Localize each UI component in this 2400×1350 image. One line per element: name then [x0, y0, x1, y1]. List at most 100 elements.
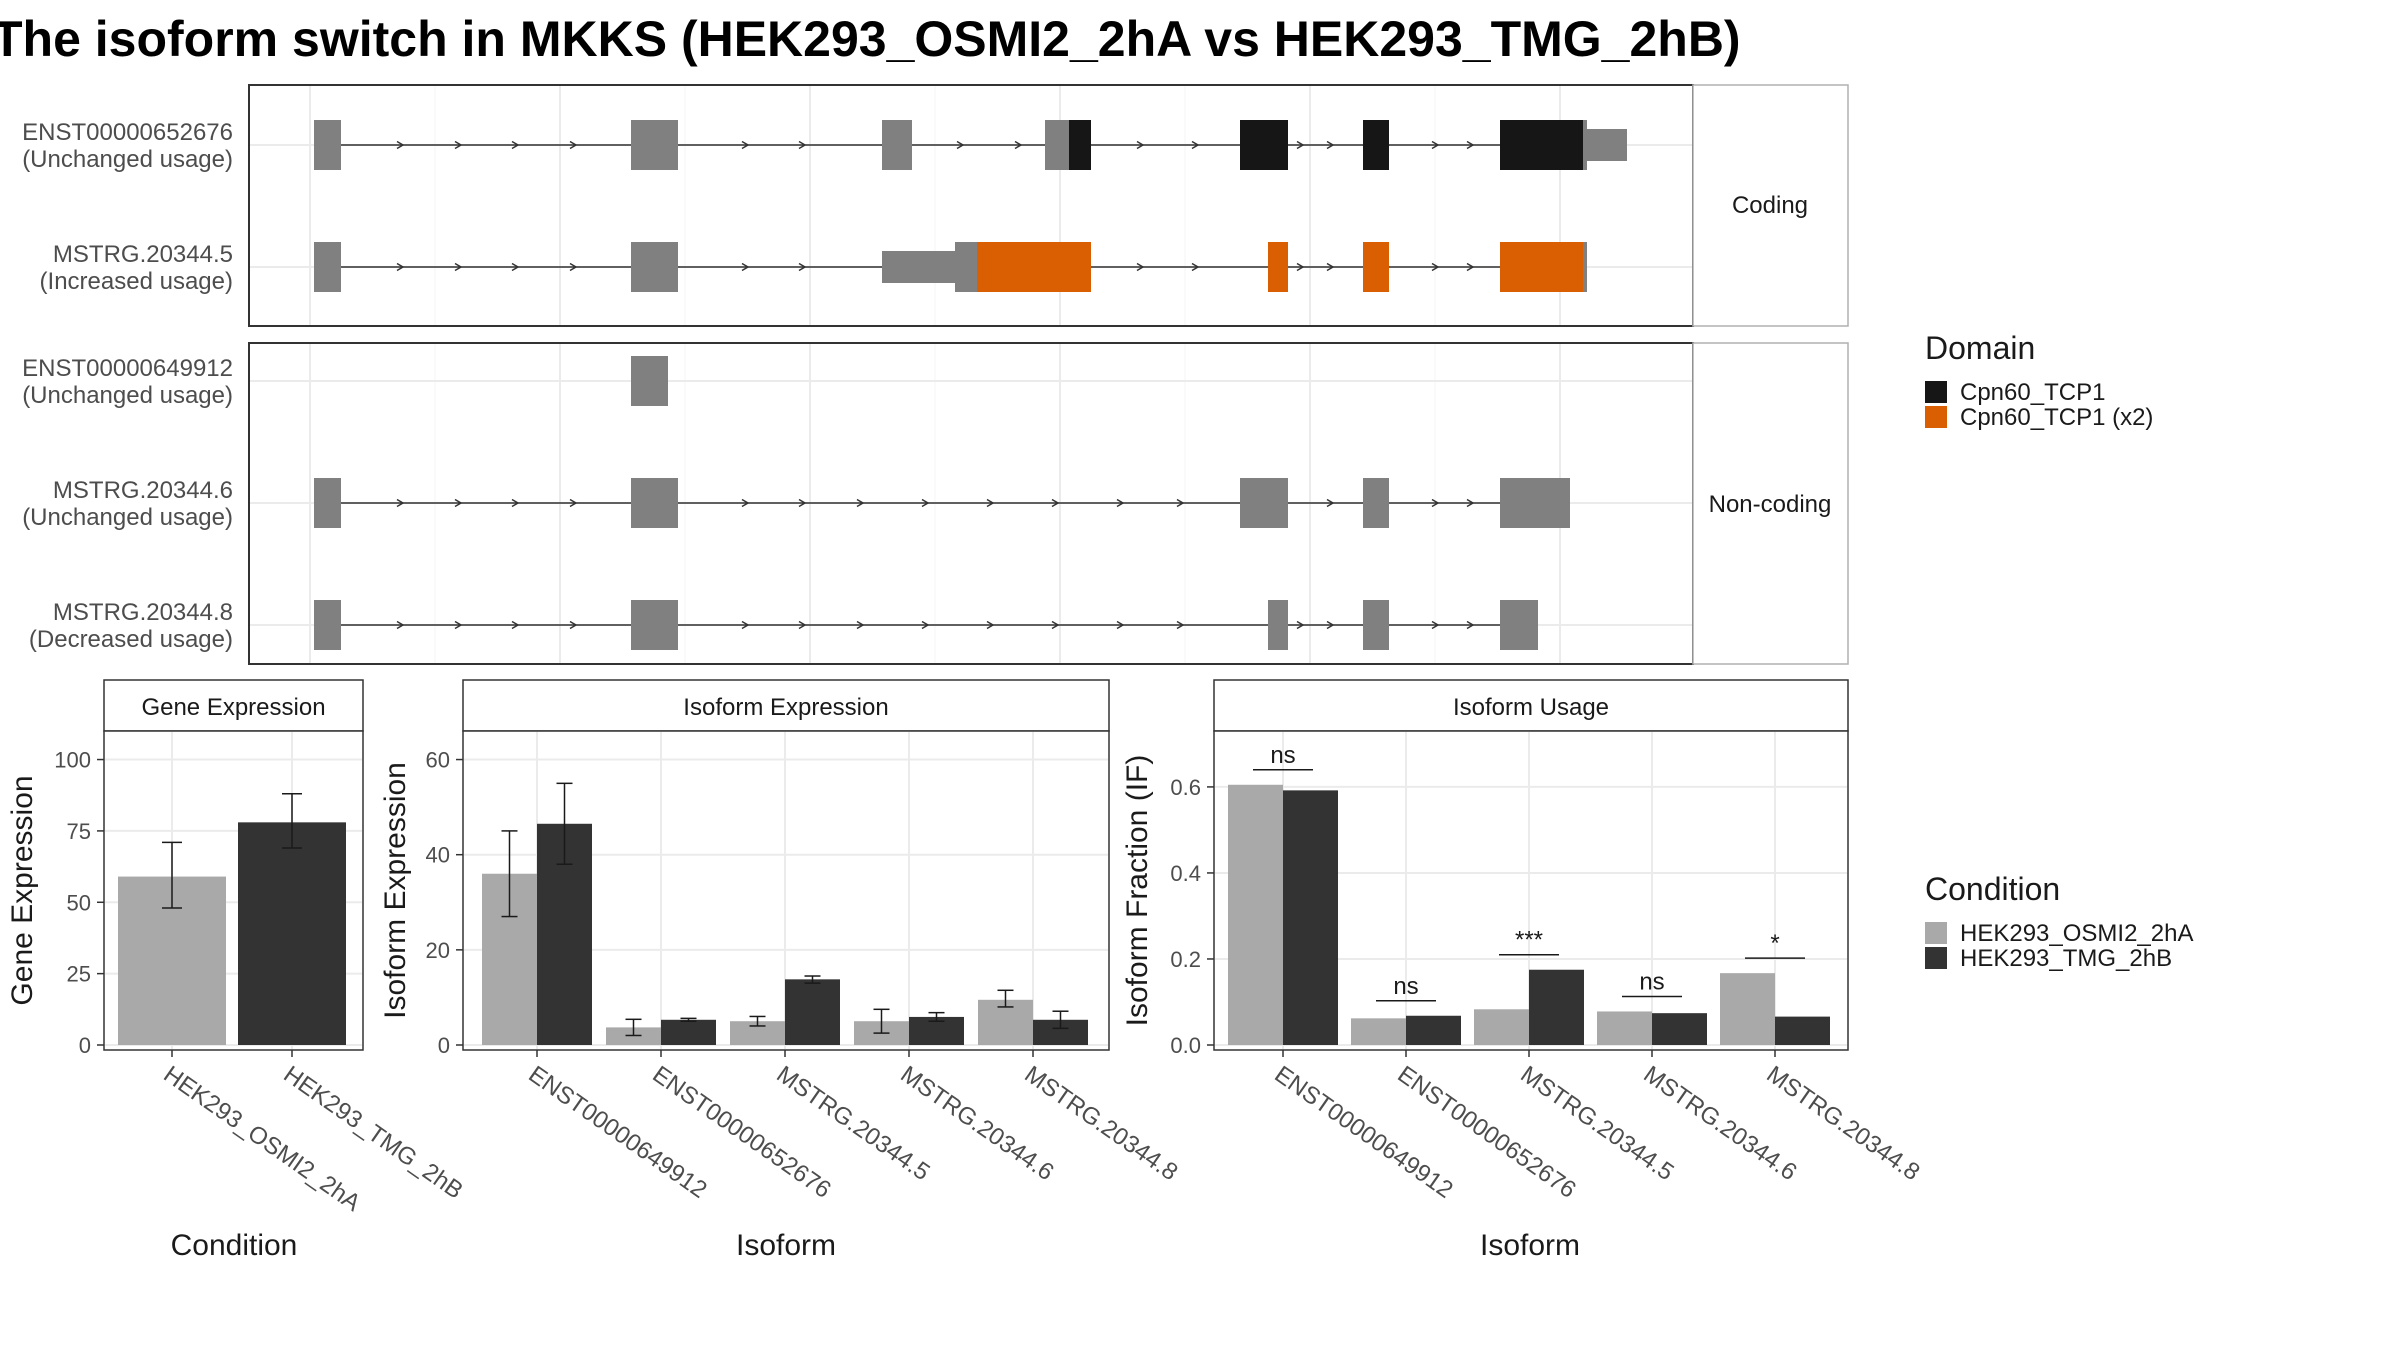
y-tick-label: 60 — [426, 748, 450, 773]
intron-arrow — [1116, 498, 1125, 508]
intron-arrow — [1296, 140, 1305, 150]
domain-legend-title: Domain — [1925, 330, 2035, 366]
intron-arrow — [1136, 140, 1145, 150]
intron-arrow — [396, 620, 405, 630]
intron-arrow — [798, 620, 807, 630]
y-tick-label: 0 — [438, 1033, 450, 1058]
intron-arrow — [1466, 140, 1475, 150]
intron-arrow — [396, 140, 405, 150]
exon — [1500, 600, 1538, 650]
intron-arrow — [798, 140, 807, 150]
intron-arrow — [511, 620, 520, 630]
domain-legend-label: Cpn60_TCP1 — [1960, 379, 2105, 406]
intron-arrow — [511, 262, 520, 272]
bar — [1283, 790, 1338, 1045]
domain-legend: Domain Cpn60_TCP1 Cpn60_TCP1 (x2) — [1925, 330, 2153, 431]
condition-legend-title: Condition — [1925, 871, 2060, 907]
intron-arrow — [569, 620, 578, 630]
exon — [1500, 478, 1570, 528]
domain-legend-label: Cpn60_TCP1 (x2) — [1960, 404, 2153, 431]
significance-label: ns — [1270, 742, 1295, 769]
y-tick-label: 0.6 — [1170, 775, 1201, 800]
bar — [1652, 1013, 1707, 1045]
intron-arrow — [1431, 498, 1440, 508]
domain-legend-swatch — [1925, 381, 1947, 403]
noncoding-strip-label: Non-coding — [1709, 491, 1832, 518]
domain-legend-swatch — [1925, 406, 1947, 428]
coding-strip — [1692, 84, 1849, 327]
intron-arrow — [741, 140, 750, 150]
transcript-label-id: MSTRG.20344.8 — [53, 599, 233, 626]
exon — [1587, 129, 1627, 161]
y-tick-label: 40 — [426, 843, 450, 868]
intron-arrow — [511, 498, 520, 508]
y-tick-label: 50 — [67, 890, 91, 915]
intron-arrow — [454, 140, 463, 150]
exon — [1583, 120, 1587, 170]
exon — [314, 600, 341, 650]
exon — [631, 478, 678, 528]
exon — [955, 242, 977, 292]
intron-arrow — [921, 498, 930, 508]
exon — [1363, 600, 1389, 650]
intron-arrow — [798, 262, 807, 272]
panel-strip — [1213, 679, 1849, 732]
intron-arrow — [396, 262, 405, 272]
panel-title: Gene Expression — [141, 694, 325, 721]
exon — [631, 600, 678, 650]
transcript-label-id: MSTRG.20344.5 — [53, 241, 233, 268]
intron-arrow — [1466, 620, 1475, 630]
noncoding-strip — [1692, 342, 1849, 665]
intron-arrow — [1116, 620, 1125, 630]
intron-arrow — [741, 620, 750, 630]
domain-exon — [1069, 120, 1091, 170]
intron-arrow — [569, 140, 578, 150]
x-axis-label: Isoform — [1480, 1229, 1580, 1262]
transcript-label-status: (Unchanged usage) — [22, 382, 233, 409]
condition-legend-label: HEK293_OSMI2_2hA — [1960, 920, 2193, 947]
coding-strip-label: Coding — [1732, 192, 1808, 219]
condition-legend-swatch — [1925, 947, 1947, 969]
bar — [1775, 1016, 1830, 1045]
panel-title: Isoform Expression — [683, 694, 888, 721]
intron-arrow — [856, 498, 865, 508]
intron-arrow — [396, 498, 405, 508]
intron-arrow — [741, 498, 750, 508]
exon — [1240, 478, 1288, 528]
isoform-expression-chart: Isoform Expression0204060ENST00000649912… — [379, 679, 1183, 1262]
intron-arrow — [1466, 262, 1475, 272]
bar — [1529, 969, 1584, 1045]
y-tick-label: 20 — [426, 938, 450, 963]
condition-legend: Condition HEK293_OSMI2_2hA HEK293_TMG_2h… — [1925, 871, 2193, 972]
intron-arrow — [1176, 620, 1185, 630]
exon — [1363, 478, 1389, 528]
exon — [631, 242, 678, 292]
figure-title: The isoform switch in MKKS (HEK293_OSMI2… — [0, 11, 1741, 67]
y-axis-label: Isoform Expression — [379, 762, 412, 1019]
y-tick-label: 75 — [67, 819, 91, 844]
intron-arrow — [921, 620, 930, 630]
y-tick-label: 0.4 — [1170, 861, 1201, 886]
bar — [730, 1021, 785, 1045]
transcript-label-id: MSTRG.20344.6 — [53, 477, 233, 504]
bar — [661, 1019, 716, 1045]
intron-arrow — [1466, 498, 1475, 508]
exon — [314, 478, 341, 528]
domain-exon — [1500, 242, 1583, 292]
exon — [882, 251, 955, 283]
significance-label: ns — [1393, 973, 1418, 1000]
intron-arrow — [1191, 140, 1200, 150]
exon — [314, 120, 341, 170]
exon — [631, 120, 678, 170]
bar — [1597, 1011, 1652, 1045]
structure-facet-coding: Coding — [248, 84, 1849, 327]
y-tick-label: 100 — [54, 748, 91, 773]
bar — [1474, 1009, 1529, 1045]
panel-strip — [462, 679, 1110, 732]
significance-label: *** — [1515, 927, 1543, 954]
intron-arrow — [1051, 620, 1060, 630]
exon — [1583, 242, 1587, 292]
coding-transcripts — [314, 120, 1627, 292]
intron-arrow — [1296, 262, 1305, 272]
